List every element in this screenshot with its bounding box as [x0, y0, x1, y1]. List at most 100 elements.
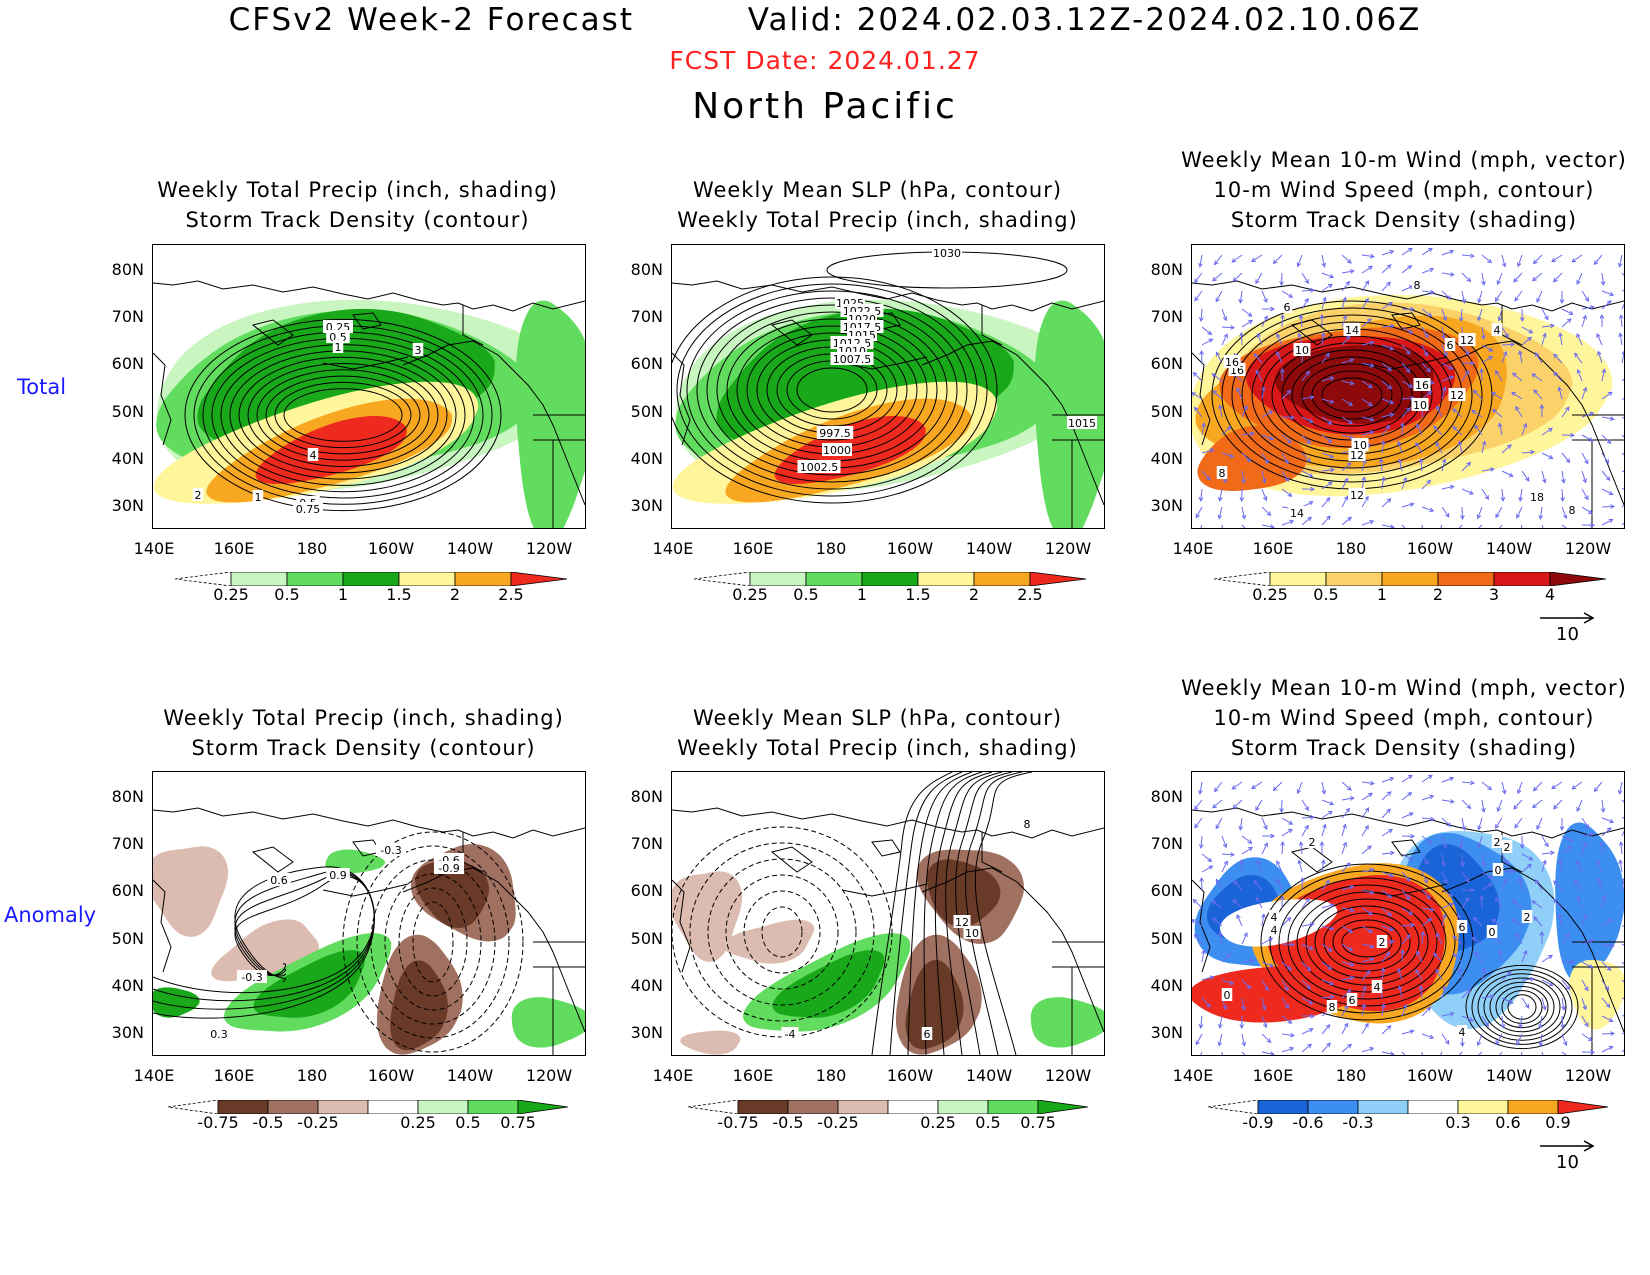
arrow-icon	[1540, 612, 1595, 624]
colorbar-label: 3	[1488, 585, 1500, 604]
contour-label-bg	[953, 915, 971, 928]
colorbar-segment	[510, 572, 567, 586]
panel-title-total-wind: Weekly Mean 10-m Wind (mph, vector) 10-m…	[1158, 145, 1650, 235]
colorbar-label: 4	[1544, 585, 1556, 604]
colorbar-label: 1	[856, 585, 868, 604]
contour-label-bg	[932, 246, 962, 259]
colorbar-extension-left	[175, 572, 232, 586]
lon-tick-label: 160W	[367, 539, 415, 558]
contour-label: -0.3	[380, 844, 401, 857]
colorbar-svg	[694, 572, 1086, 586]
contour-label: 1030	[933, 247, 961, 260]
lat-tick-label: 80N	[1150, 787, 1183, 806]
contour-label-bg	[1376, 935, 1388, 948]
colorbar-segment	[1507, 1100, 1559, 1114]
contour-label-bg	[1371, 980, 1383, 993]
colorbar-label: -0.3	[1342, 1113, 1374, 1132]
contour-label-bg	[830, 352, 874, 365]
colorbar-segment	[1325, 572, 1383, 586]
contour-label: 12	[1460, 334, 1474, 347]
contour-label-bg	[376, 843, 406, 856]
colorbar-label: -0.6	[1292, 1113, 1324, 1132]
lon-tick-label: 180	[296, 1066, 328, 1085]
contour-label: 0.3	[210, 1028, 228, 1041]
lat-tick-label: 50N	[111, 402, 144, 421]
colorbar-label: 0.9	[1545, 1113, 1571, 1132]
contour-lines	[1260, 863, 1474, 1021]
colorbar-svg	[168, 1100, 568, 1114]
lon-tick-label: 140W	[446, 1066, 494, 1085]
contour-label-bg	[1216, 466, 1228, 479]
shading-region	[325, 849, 386, 874]
lat-tick-label: 60N	[111, 881, 144, 900]
lat-tick-label: 70N	[630, 307, 663, 326]
contour-lines	[1465, 964, 1579, 1050]
colorbar-segment	[987, 1100, 1039, 1114]
colorbar-svg	[688, 1100, 1088, 1114]
lon-tick-label: 160E	[213, 539, 255, 558]
lon-tick-label: 180	[815, 539, 847, 558]
lat-tick-label: 80N	[111, 787, 144, 806]
title-line: Storm Track Density (contour)	[191, 736, 536, 760]
lat-tick-label: 30N	[111, 496, 144, 515]
lat-tick-label: 40N	[111, 449, 144, 468]
colorbar-label: 0.25	[1252, 585, 1288, 604]
contour-label-bg	[797, 460, 841, 473]
colorbar-segment	[317, 1100, 369, 1114]
lon-tick-label: 160W	[367, 1066, 415, 1085]
lon-tick-label: 120W	[1044, 1066, 1092, 1085]
contour-label: 3	[415, 344, 422, 357]
contour-label-bg	[1501, 840, 1513, 853]
contour-label: 1015	[1068, 417, 1096, 430]
forecast-date: FCST Date: 2024.01.27	[669, 46, 981, 75]
arrow-icon	[1540, 1140, 1595, 1152]
contour-label: 4	[1459, 1026, 1466, 1039]
contour-label: 14	[1345, 324, 1359, 337]
contour-label-bg	[1348, 488, 1366, 501]
contour-lines	[184, 318, 502, 512]
colorbar-label: 0.5	[793, 585, 819, 604]
contour-label: -0.9	[438, 862, 459, 875]
shading-region	[905, 959, 965, 1050]
contour-label-bg	[1521, 910, 1533, 923]
colorbar-segment	[837, 1100, 889, 1114]
shading-region	[1555, 822, 1624, 985]
shading-region	[415, 861, 490, 929]
colorbar-extension-left	[688, 1100, 739, 1114]
colorbar-precip-anomaly	[168, 1100, 568, 1114]
colorbar-segment	[737, 1100, 789, 1114]
vector-ref-label: 10	[1556, 1152, 1579, 1173]
contour-lines-negative	[342, 831, 524, 1053]
contour-label-bg	[921, 1027, 933, 1040]
contour-label-bg	[1021, 817, 1033, 830]
contour-label-bg	[332, 340, 344, 353]
lon-tick-label: 160E	[732, 1066, 774, 1085]
colorbar-segment	[286, 572, 344, 586]
contour-label: 12	[1450, 389, 1464, 402]
colorbar-label: 1	[1376, 585, 1388, 604]
title-line: Weekly Total Precip (inch, shading)	[163, 706, 564, 730]
contour-label-bg	[1343, 323, 1361, 336]
colorbar-segment	[367, 1100, 419, 1114]
lat-tick-label: 40N	[630, 449, 663, 468]
contour-label-bg	[323, 320, 353, 333]
lat-tick-label: 40N	[630, 976, 663, 995]
contour-lines	[871, 772, 1033, 1055]
colorbar-segment	[805, 572, 863, 586]
lat-tick-label: 30N	[1150, 1023, 1183, 1042]
lat-tick-label: 70N	[630, 834, 663, 853]
lon-tick-label: 120W	[1564, 1066, 1612, 1085]
map-svg: 103010251022.510201017.510151012.5101010…	[672, 246, 1104, 528]
colorbar-track-total	[1214, 572, 1606, 586]
contour-label-bg	[1566, 503, 1578, 516]
lon-tick-label: 140W	[446, 539, 494, 558]
map-anom-slp: 8 12 10 -4 6	[671, 771, 1105, 1056]
colorbar-extension-left	[1214, 572, 1271, 586]
contour-label: 4	[1494, 324, 1501, 337]
colorbar-label: 0.25	[213, 585, 249, 604]
contour-label-bg	[963, 926, 981, 939]
lon-tick-label: 140W	[965, 1066, 1013, 1085]
title-line: Storm Track Density (shading)	[1230, 736, 1578, 760]
